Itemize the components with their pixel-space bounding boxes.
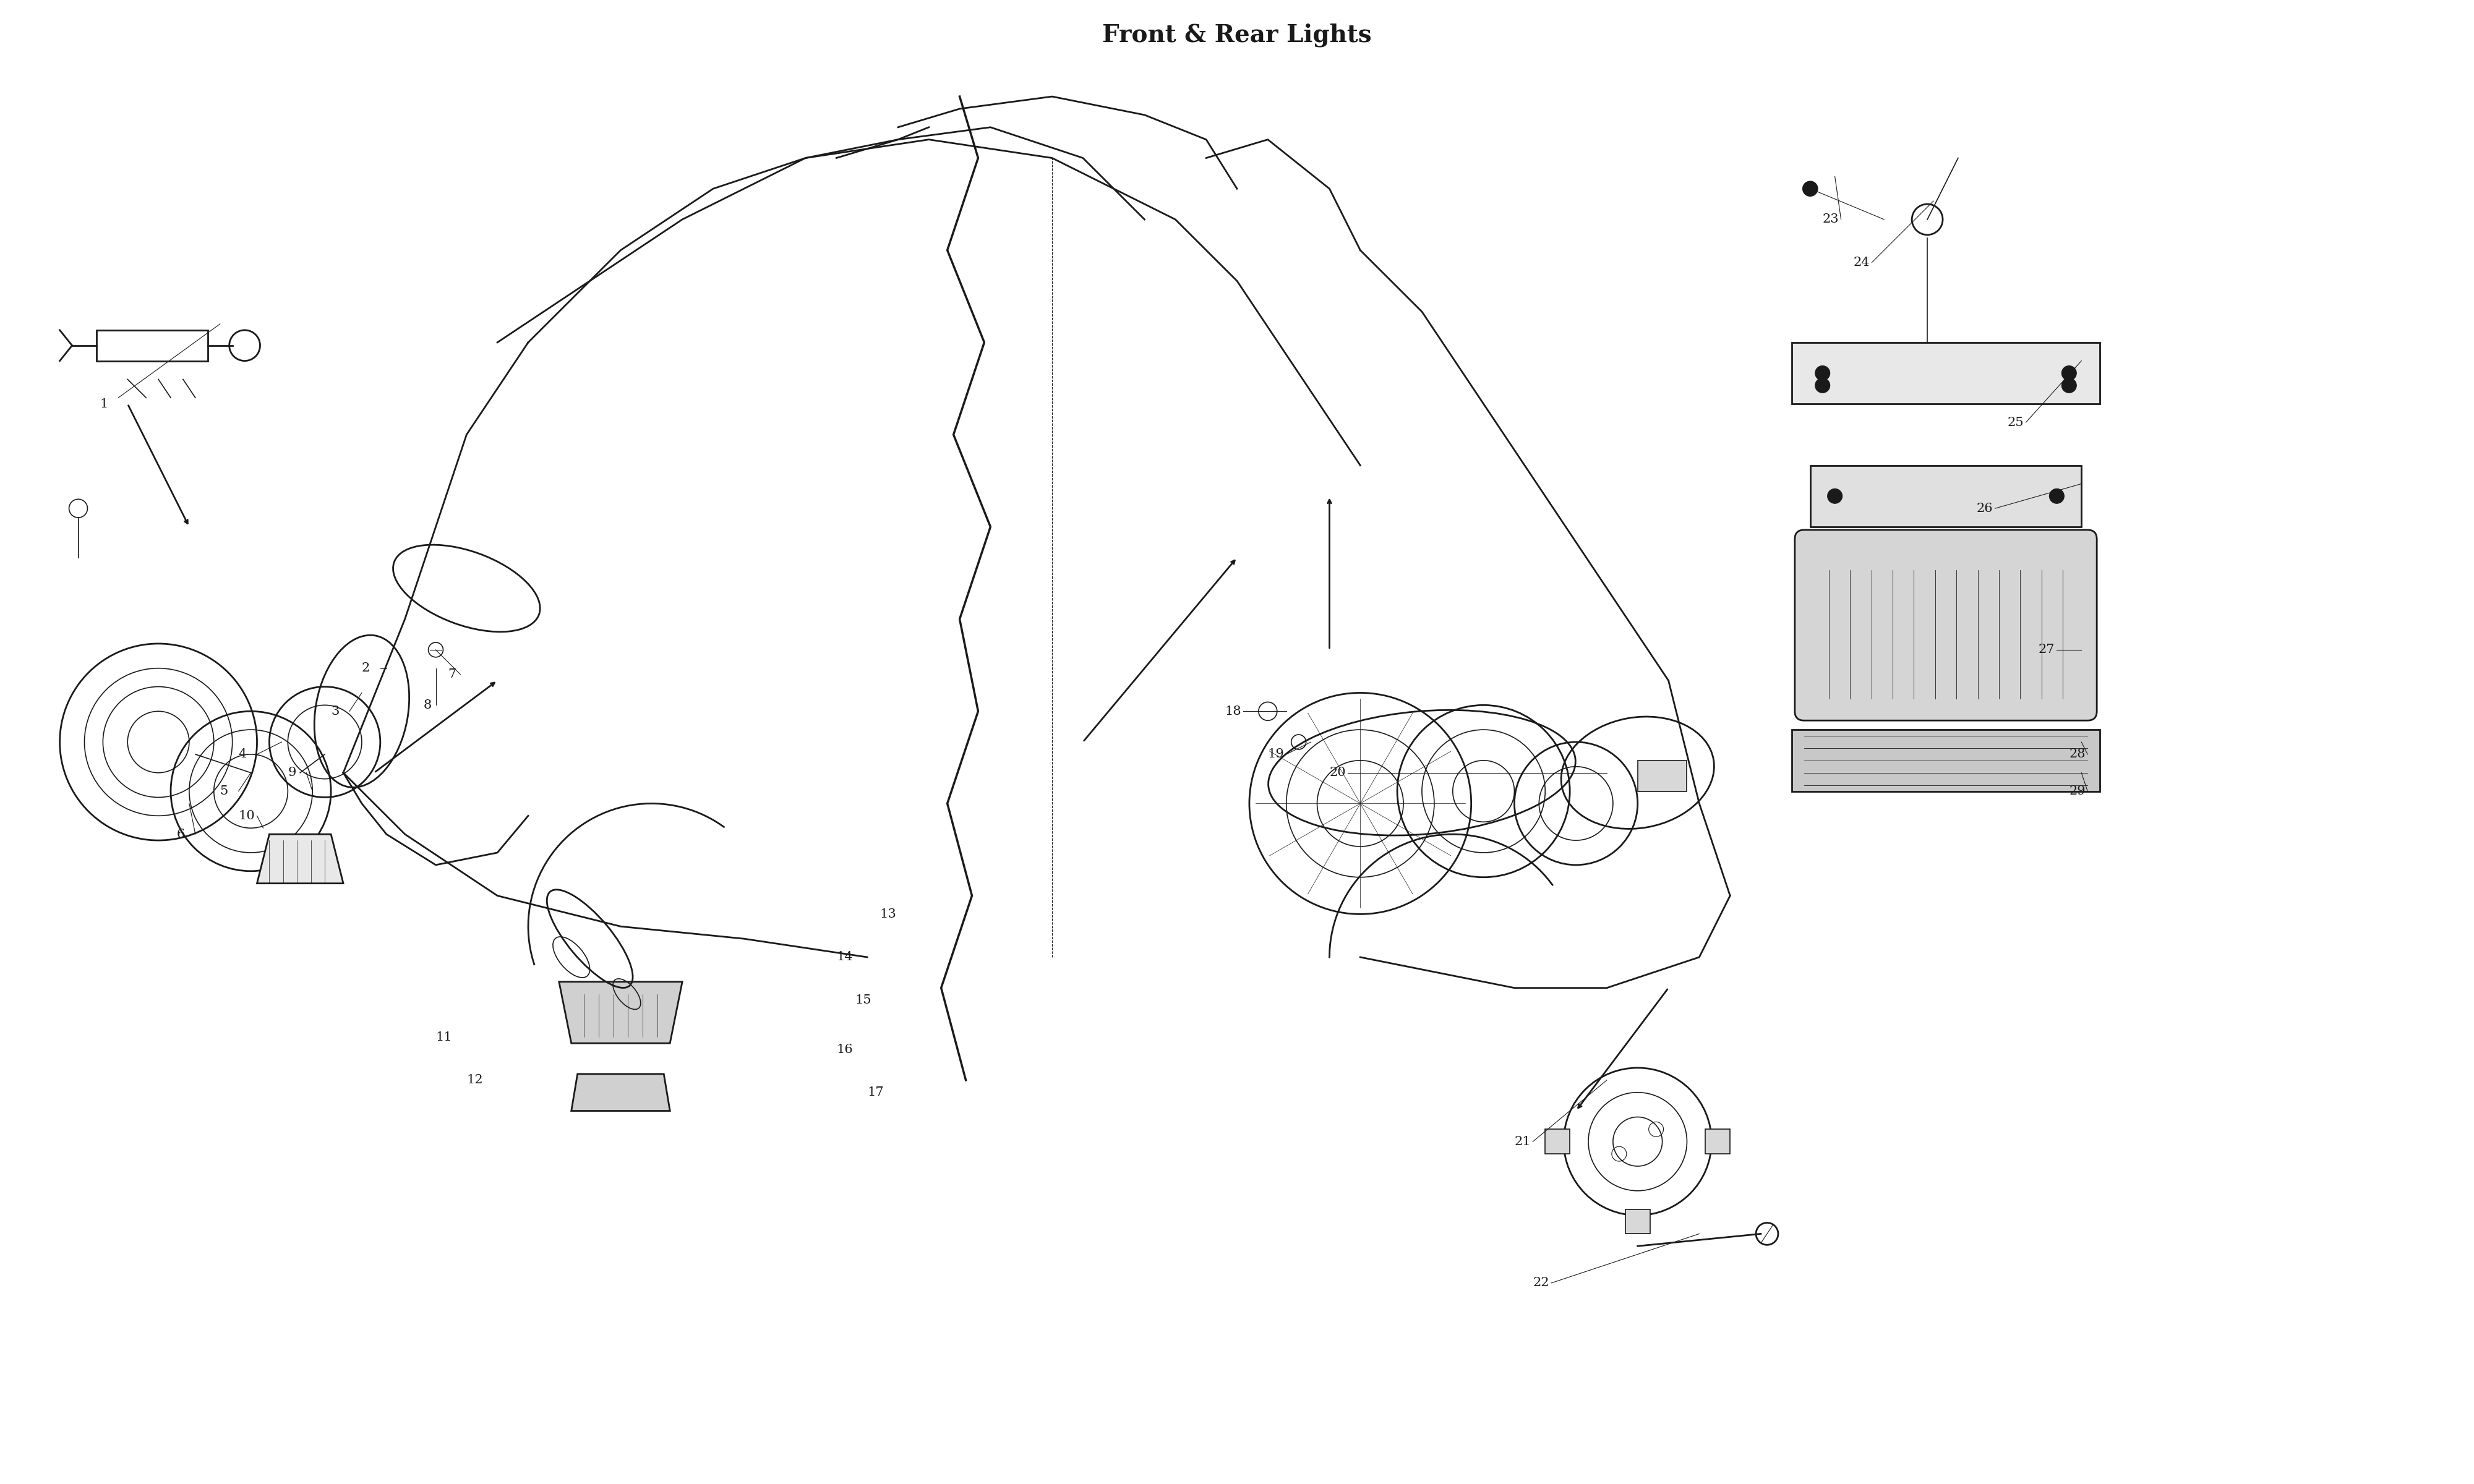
Text: 20: 20 <box>1329 767 1346 779</box>
Circle shape <box>1816 365 1831 380</box>
Bar <box>96 329 208 361</box>
Text: 19: 19 <box>1267 748 1284 760</box>
Bar <box>1638 760 1687 791</box>
Polygon shape <box>1791 343 2100 404</box>
Text: 24: 24 <box>1853 257 1870 269</box>
Text: 21: 21 <box>1514 1135 1531 1147</box>
Text: 6: 6 <box>176 828 186 840</box>
Text: 9: 9 <box>287 767 297 779</box>
Text: 3: 3 <box>332 705 339 717</box>
Bar <box>1705 1129 1729 1155</box>
Bar <box>1546 1129 1571 1155</box>
Polygon shape <box>571 1074 670 1112</box>
Text: 15: 15 <box>856 994 871 1006</box>
Text: 23: 23 <box>1823 214 1838 226</box>
Text: Front & Rear Lights: Front & Rear Lights <box>1103 24 1371 47</box>
Text: 11: 11 <box>435 1031 453 1043</box>
Text: 28: 28 <box>2068 748 2086 760</box>
Circle shape <box>2048 488 2063 503</box>
Text: 27: 27 <box>2039 644 2053 656</box>
Circle shape <box>1816 378 1831 393</box>
Bar <box>1625 1209 1650 1233</box>
Text: 4: 4 <box>238 748 247 760</box>
Text: 2: 2 <box>361 662 371 674</box>
Text: 18: 18 <box>1225 705 1242 717</box>
Text: 22: 22 <box>1534 1278 1549 1290</box>
Text: 10: 10 <box>238 810 255 822</box>
Text: 13: 13 <box>881 908 896 920</box>
Text: 8: 8 <box>423 699 430 711</box>
Polygon shape <box>257 834 344 883</box>
Text: 16: 16 <box>836 1043 854 1055</box>
Circle shape <box>1828 488 1843 503</box>
Text: 26: 26 <box>1977 503 1994 515</box>
Text: 17: 17 <box>868 1086 883 1098</box>
Circle shape <box>2061 365 2076 380</box>
Polygon shape <box>559 982 683 1043</box>
Text: 25: 25 <box>2006 417 2024 429</box>
Polygon shape <box>1791 730 2100 791</box>
Text: 29: 29 <box>2068 785 2086 797</box>
Circle shape <box>1804 181 1818 196</box>
Text: 7: 7 <box>448 668 455 680</box>
Text: 5: 5 <box>220 785 228 797</box>
FancyBboxPatch shape <box>1794 530 2098 721</box>
Text: 14: 14 <box>836 951 854 963</box>
Polygon shape <box>1811 466 2081 527</box>
Text: 12: 12 <box>468 1074 482 1086</box>
Circle shape <box>2061 378 2076 393</box>
Text: 1: 1 <box>99 398 109 410</box>
